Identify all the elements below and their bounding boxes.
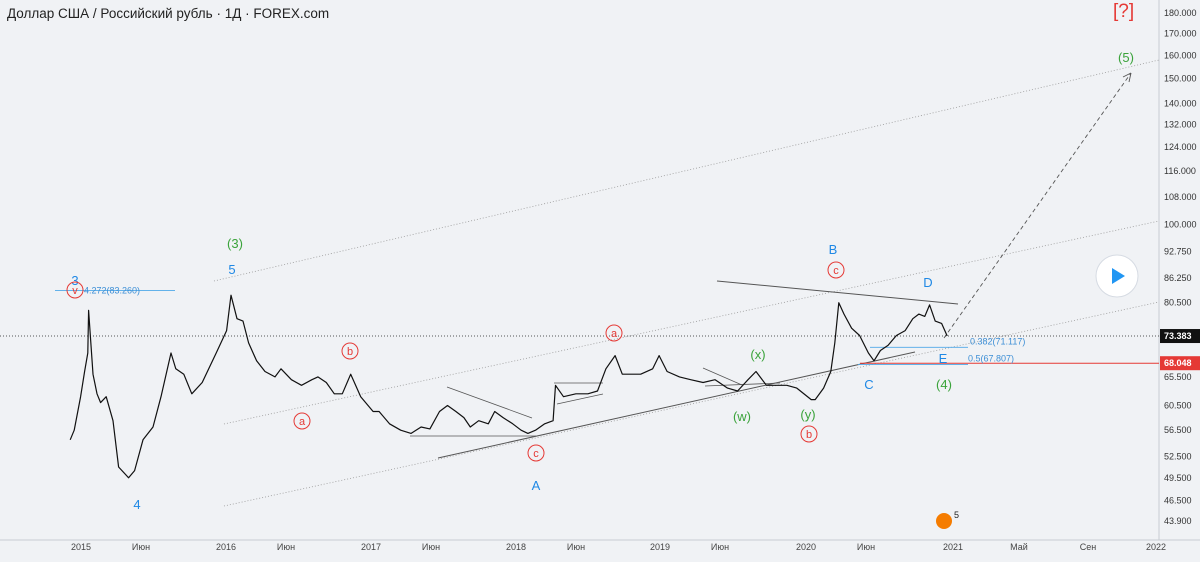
wave-label-circle (605, 324, 623, 342)
y-tick-label: 160.000 (1164, 50, 1197, 60)
wave-label: c (533, 448, 539, 460)
news-badge-count: 5 (954, 510, 959, 520)
help-marker[interactable]: [?] (1113, 1, 1135, 22)
channel-line (223, 220, 1160, 425)
flag-lower (556, 393, 604, 405)
y-tick-label: 43.900 (1164, 516, 1192, 526)
wave-label: 5 (228, 262, 235, 277)
wave-label: (x) (750, 347, 765, 362)
y-tick-label: 124.000 (1164, 142, 1197, 152)
x-tick-label: 2020 (796, 542, 816, 552)
x-tick-label: 2022 (1146, 542, 1166, 552)
y-tick-label: 56.500 (1164, 425, 1192, 435)
wave-label-circle (66, 281, 84, 299)
wave-label: 4 (133, 497, 140, 512)
fib-level-label: 0.5(67.807) (968, 353, 1014, 363)
level-price-badge (1160, 356, 1200, 371)
y-tick-label: 86.250 (1164, 273, 1192, 283)
level-price-badge-label: 68.048 (1164, 358, 1192, 368)
x-tick-label: 2017 (361, 542, 381, 552)
wave-label: (5) (1118, 50, 1134, 65)
x-tick-label: 2016 (216, 542, 236, 552)
y-tick-label: 150.000 (1164, 74, 1197, 84)
wave-label-circle (800, 425, 818, 443)
support-trendline (437, 351, 916, 459)
y-tick-label: 92.750 (1164, 247, 1192, 257)
chart-title: Доллар США / Российский рубль · 1Д · FOR… (7, 6, 330, 21)
triangle-upper-line (716, 280, 959, 305)
wave-label: (y) (800, 407, 815, 422)
y-tick-label: 52.500 (1164, 452, 1192, 462)
y-tick-label: 108.000 (1164, 192, 1197, 202)
wave-label: c (833, 265, 839, 277)
wave-label: D (923, 275, 932, 290)
y-tick-label: 116.000 (1164, 166, 1196, 176)
wave-label: E (939, 351, 948, 366)
wave-label: B (829, 242, 838, 257)
wave-label: a (299, 416, 306, 428)
y-tick-label: 170.000 (1164, 29, 1197, 39)
x-tick-label: 2018 (506, 542, 526, 552)
projection-line (943, 72, 1132, 339)
x-tick-label: Июн (277, 542, 295, 552)
wave-label: b (347, 346, 353, 358)
y-tick-label: 80.500 (1164, 298, 1192, 308)
current-price-badge (1160, 329, 1200, 344)
wave-label-circle (827, 261, 845, 279)
y-tick-label: 46.500 (1164, 495, 1192, 505)
y-tick-label: 49.500 (1164, 473, 1192, 483)
wave-label-circle (293, 412, 311, 430)
x-tick-label: Сен (1080, 542, 1097, 552)
y-tick-label: 140.000 (1164, 98, 1197, 108)
channel-line (213, 59, 1160, 282)
wave-label: b (806, 429, 812, 441)
price-line (69, 294, 948, 479)
wave-label-circle (341, 342, 359, 360)
x-tick-label: Июн (857, 542, 875, 552)
wave-label: A (532, 478, 541, 493)
y-tick-label: 100.000 (1164, 220, 1197, 230)
y-tick-label: 132.000 (1164, 120, 1197, 130)
fib-level-label: 0.382(71.117) (970, 336, 1025, 346)
x-tick-label: Июн (422, 542, 440, 552)
x-tick-label: Июн (711, 542, 729, 552)
x-tick-label: Июн (567, 542, 585, 552)
channel-line (223, 301, 1160, 507)
y-tick-label: 180.000 (1164, 8, 1197, 18)
triangle-w-upper (702, 367, 743, 386)
triangle-a-upper (446, 386, 533, 419)
y-tick-label: 60.500 (1164, 401, 1192, 411)
play-icon (1112, 268, 1125, 284)
wave-label: 3 (71, 273, 78, 288)
wave-label: (w) (733, 409, 751, 424)
wave-label-circle (527, 444, 545, 462)
wave-label: (3) (227, 236, 243, 251)
fib-level-label: 4.272(83.260) (84, 286, 140, 296)
x-tick-label: Май (1010, 542, 1028, 552)
wave-label: (4) (936, 377, 952, 392)
wave-label: a (611, 328, 618, 340)
wave-label: v (72, 285, 78, 297)
wave-label: C (864, 377, 873, 392)
x-tick-label: 2019 (650, 542, 670, 552)
x-tick-label: 2021 (943, 542, 963, 552)
y-tick-label: 65.500 (1164, 372, 1192, 382)
news-icon (936, 513, 952, 529)
projection-arrowhead (1122, 72, 1132, 83)
current-price-badge-label: 73.383 (1164, 331, 1192, 341)
triangle-w-lower (704, 382, 781, 387)
x-tick-label: Июн (132, 542, 150, 552)
x-tick-label: 2015 (71, 542, 91, 552)
